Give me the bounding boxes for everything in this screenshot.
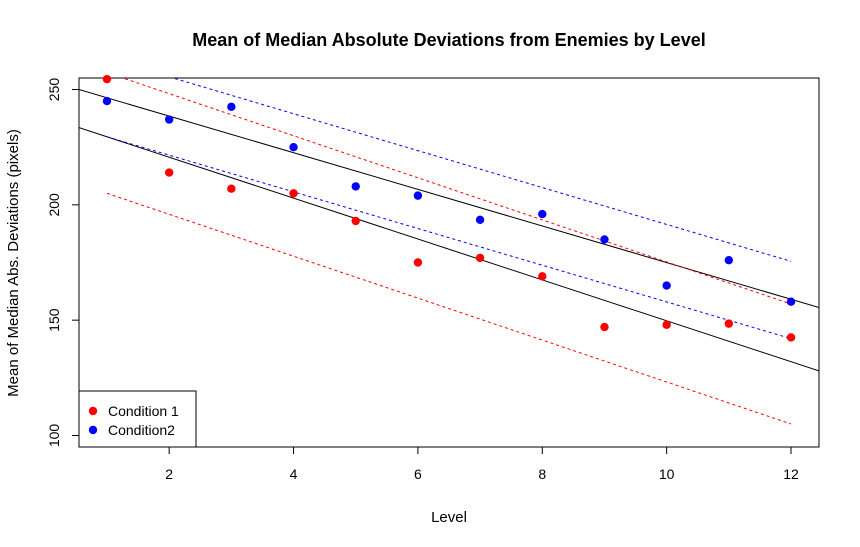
point-series2-5	[351, 182, 360, 191]
legend-box	[78, 390, 197, 448]
y-axis-label: Mean of Median Abs. Deviations (pixels)	[5, 129, 22, 397]
point-series1-11	[724, 319, 734, 328]
point-series1-6	[413, 258, 423, 267]
point-series1-2	[164, 168, 174, 177]
point-series2-9	[600, 235, 609, 244]
point-series2-11	[724, 255, 734, 265]
point-series1-7	[475, 253, 485, 263]
y-tick-label-250: 250	[46, 78, 62, 102]
x-tick-label-4: 4	[290, 466, 298, 482]
point-series2-4	[289, 142, 298, 152]
point-series1-8	[538, 272, 547, 281]
interval-line-2	[121, 78, 792, 305]
x-tick-label-6: 6	[414, 466, 422, 482]
point-series2-8	[538, 209, 547, 219]
y-axis: 100 150 200 250	[46, 78, 80, 448]
x-tick-label-2: 2	[165, 466, 173, 482]
legend-marker-1	[88, 406, 98, 416]
point-series1-3	[227, 184, 236, 193]
x-tick-label-8: 8	[538, 466, 546, 482]
point-series1-9	[600, 322, 609, 332]
point-series2-10	[662, 281, 671, 290]
interval-line-1	[106, 192, 792, 425]
legend-marker-2	[88, 425, 98, 435]
point-series2-1	[102, 96, 112, 106]
legend-label-1: Condition 1	[108, 403, 179, 419]
point-series1-1	[102, 74, 112, 84]
y-tick-label-200: 200	[46, 193, 62, 217]
legend-label-2: Condition2	[108, 422, 175, 438]
y-tick-label-150: 150	[46, 308, 62, 332]
regression-line-1	[79, 127, 819, 372]
point-series1-4	[289, 189, 298, 198]
point-series1-5	[351, 216, 360, 226]
chart-title: Mean of Median Absolute Deviations from …	[192, 30, 705, 50]
interval-line-4	[171, 78, 792, 262]
point-series2-7	[475, 215, 485, 225]
point-series2-6	[413, 191, 423, 200]
legend: Condition 1 Condition2	[78, 390, 197, 448]
regression-line-2	[79, 89, 819, 308]
interval-line-3	[106, 136, 792, 340]
x-axis: 2 4 6 8 10 12	[165, 446, 799, 482]
x-tick-label-10: 10	[659, 466, 675, 482]
point-series1-12	[786, 333, 796, 342]
points-layer	[102, 74, 796, 342]
y-tick-label-100: 100	[46, 424, 62, 448]
x-axis-label: Level	[431, 509, 467, 526]
point-series2-3	[227, 102, 236, 112]
lines-layer	[79, 78, 819, 425]
point-series2-2	[164, 115, 174, 124]
point-series1-10	[662, 320, 671, 329]
point-series2-12	[786, 297, 796, 306]
x-tick-label-12: 12	[783, 466, 799, 482]
